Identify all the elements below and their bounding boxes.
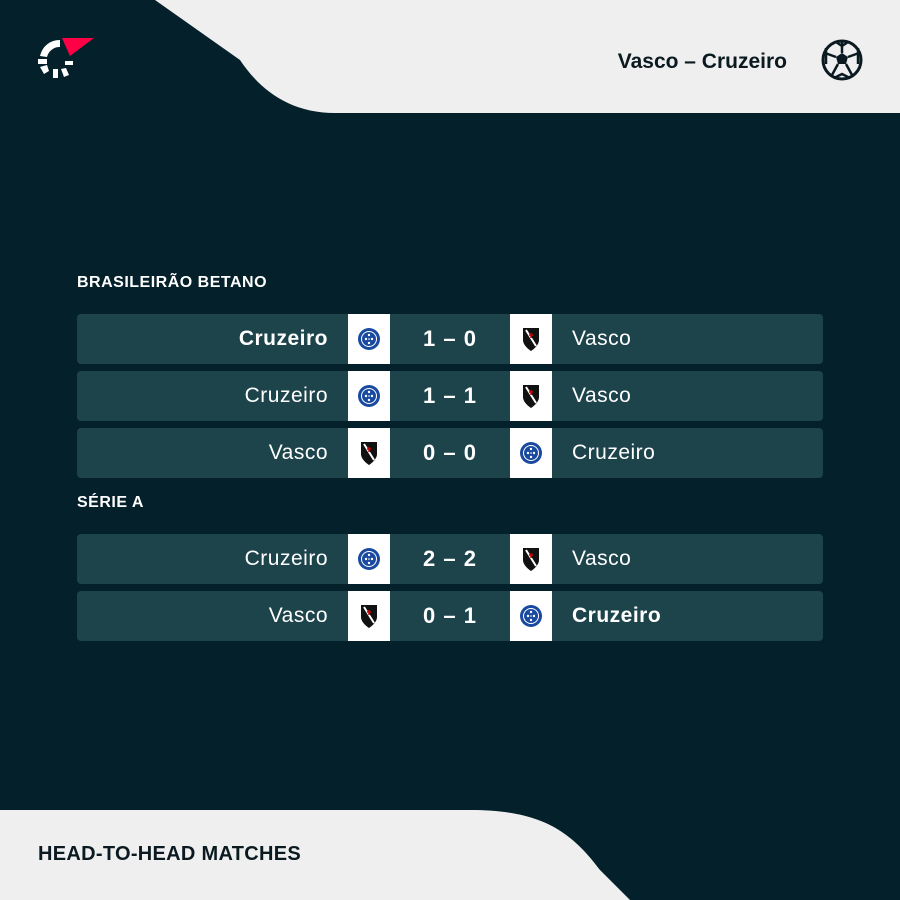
vasco-crest-icon: [361, 605, 377, 628]
away-team-badge: [510, 591, 552, 641]
competition-heading: SÉRIE A: [77, 494, 144, 511]
vasco-crest-icon: [361, 442, 377, 465]
flashscore-logo: [38, 38, 94, 78]
score: 2 – 2: [423, 546, 477, 571]
match-row[interactable]: Cruzeiro 2 – 2 Vasco: [77, 534, 823, 584]
vasco-crest-icon: [523, 385, 539, 408]
cruzeiro-crest-icon: [358, 328, 380, 350]
home-team-badge: [348, 534, 390, 584]
match-row[interactable]: Cruzeiro 1 – 0 Vasco: [77, 314, 823, 364]
home-team: Vasco: [268, 441, 328, 464]
home-team: Cruzeiro: [244, 547, 328, 570]
away-team: Vasco: [572, 327, 632, 350]
match-row[interactable]: Vasco 0 – 0 Cruzeiro: [77, 428, 823, 478]
away-team: Cruzeiro: [572, 604, 662, 627]
score: 1 – 1: [423, 383, 477, 408]
home-team-badge: [348, 591, 390, 641]
away-team-badge: [510, 371, 552, 421]
home-team: Cruzeiro: [244, 384, 328, 407]
cruzeiro-crest-icon: [358, 548, 380, 570]
cruzeiro-crest-icon: [520, 605, 542, 627]
home-team-badge: [348, 314, 390, 364]
away-team: Cruzeiro: [572, 441, 656, 464]
footer-label: HEAD-TO-HEAD MATCHES: [38, 843, 302, 865]
vasco-crest-icon: [523, 548, 539, 571]
score: 0 – 1: [423, 603, 477, 628]
vasco-crest-icon: [523, 328, 539, 351]
away-team: Vasco: [572, 547, 632, 570]
away-team-badge: [510, 314, 552, 364]
match-title: Vasco – Cruzeiro: [617, 50, 787, 73]
away-team: Vasco: [572, 384, 632, 407]
football-icon: [821, 39, 863, 81]
away-team-badge: [510, 534, 552, 584]
home-team-badge: [348, 428, 390, 478]
match-row[interactable]: Cruzeiro 1 – 1 Vasco: [77, 371, 823, 421]
away-team-badge: [510, 428, 552, 478]
score: 1 – 0: [423, 326, 477, 351]
match-row[interactable]: Vasco 0 – 1 Cruzeiro: [77, 591, 823, 641]
home-team-badge: [348, 371, 390, 421]
score: 0 – 0: [423, 440, 477, 465]
cruzeiro-crest-icon: [358, 385, 380, 407]
home-team: Vasco: [268, 604, 328, 627]
home-team: Cruzeiro: [238, 327, 328, 350]
competition-heading: BRASILEIRÃO BETANO: [77, 274, 268, 291]
cruzeiro-crest-icon: [520, 442, 542, 464]
